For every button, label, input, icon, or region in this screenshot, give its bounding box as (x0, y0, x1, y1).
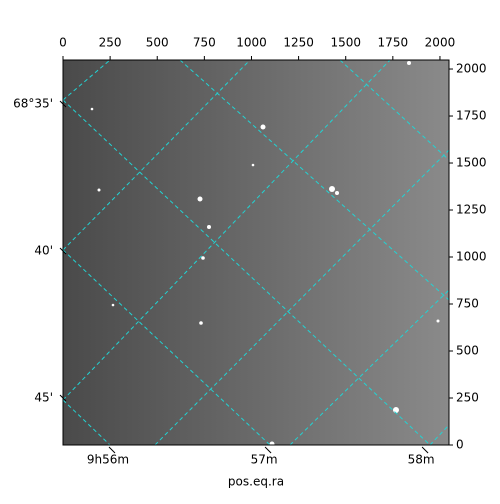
frame (62, 59, 450, 446)
top-tick-label: 1500 (330, 36, 361, 50)
x-axis-label: pos.eq.ra (228, 475, 284, 489)
right-tick-label: 500 (456, 344, 479, 358)
top-tick-label: 250 (99, 36, 122, 50)
dec-tick-label: 68°35' (13, 96, 53, 110)
dec-tick (59, 394, 67, 402)
right-tick-label: 1500 (456, 156, 487, 170)
dec-tick-label: 40' (34, 243, 53, 257)
ra-tick-label: 58m (408, 453, 435, 467)
ra-tick-label: 9h56m (87, 453, 129, 467)
dec-tick (59, 247, 67, 255)
dec-tick-label: 45' (34, 391, 53, 405)
right-tick-label: 750 (456, 297, 479, 311)
dec-tick (59, 100, 67, 108)
coordinate-grid (62, 59, 450, 446)
ra-tick (264, 446, 272, 454)
right-tick-label: 1750 (456, 109, 487, 123)
top-tick-label: 1750 (378, 36, 409, 50)
stars (90, 61, 440, 447)
right-tick-label: 1000 (456, 250, 487, 264)
right-tick-label: 1250 (456, 203, 487, 217)
right-tick-label: 250 (456, 391, 479, 405)
right-tick-label: 2000 (456, 62, 487, 76)
right-tick-label: 0 (456, 438, 464, 452)
top-tick-label: 500 (146, 36, 169, 50)
ra-tick-label: 57m (251, 453, 278, 467)
top-tick-label: 1250 (283, 36, 314, 50)
top-tick-label: 1000 (236, 36, 267, 50)
top-tick-label: 0 (59, 36, 67, 50)
sky-image (63, 60, 449, 445)
ra-tick (421, 446, 429, 454)
ra-tick (108, 446, 116, 454)
top-tick-label: 2000 (425, 36, 456, 50)
top-tick-label: 750 (193, 36, 216, 50)
